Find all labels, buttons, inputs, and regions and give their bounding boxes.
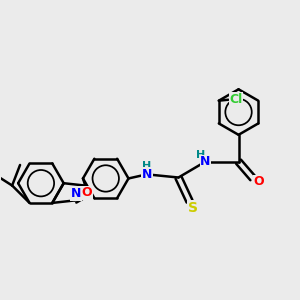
Text: N: N	[142, 168, 152, 181]
Text: Cl: Cl	[230, 93, 243, 106]
Text: N: N	[200, 155, 211, 168]
Text: O: O	[82, 186, 92, 199]
Text: H: H	[196, 150, 205, 160]
Text: H: H	[142, 161, 152, 171]
Text: O: O	[253, 176, 264, 188]
Text: N: N	[70, 187, 81, 200]
Text: S: S	[188, 200, 198, 214]
